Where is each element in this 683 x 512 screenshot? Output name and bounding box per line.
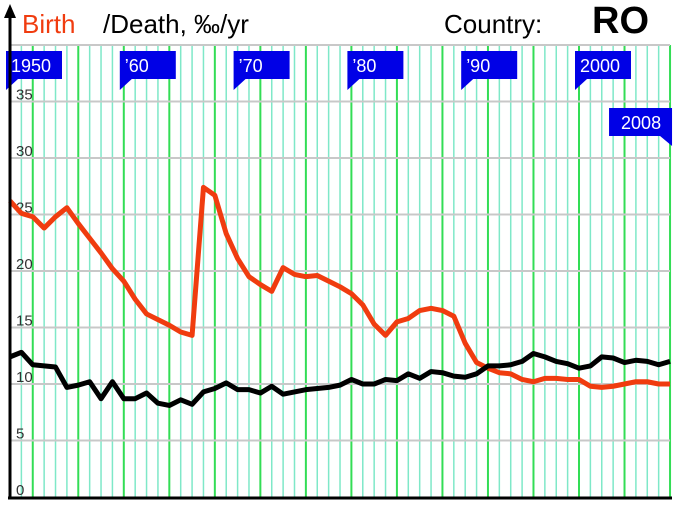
- y-tick-label: 20: [16, 256, 33, 273]
- end-year-flag-label: 2008: [621, 113, 661, 133]
- country-label: Country:: [444, 9, 542, 39]
- year-flag-label: 2000: [580, 56, 620, 76]
- title-death-unit: /Death, ‰/yr: [103, 9, 249, 39]
- y-tick-label: 5: [16, 426, 24, 443]
- year-flag-label: 1950: [11, 56, 51, 76]
- grid: [10, 44, 672, 497]
- year-flag-label: ’70: [239, 56, 263, 76]
- y-tick-label: 30: [16, 143, 33, 160]
- y-tick-label: 10: [16, 369, 33, 386]
- series-line-birth: [8, 184, 671, 390]
- y-tick-label: 15: [16, 313, 33, 330]
- title-birth: Birth: [22, 9, 75, 39]
- year-flag: 1950: [6, 51, 62, 90]
- country-code: RO: [592, 0, 649, 42]
- y-tick-label: 35: [16, 87, 33, 104]
- series-lines: [8, 184, 671, 408]
- y-tick-label: 0: [16, 482, 24, 499]
- year-flag: ’80: [347, 51, 404, 90]
- year-flag: ’60: [119, 51, 176, 90]
- end-year-flag: 2008: [609, 108, 673, 146]
- year-flag: ’70: [233, 51, 290, 90]
- series-line-death: [9, 349, 671, 408]
- year-flags: 1950 ’60 ’70 ’80 ’90 2000 2008: [6, 51, 673, 146]
- year-flag: 2000: [575, 51, 631, 90]
- year-flag: ’90: [461, 51, 518, 90]
- year-flag-label: ’90: [466, 56, 490, 76]
- year-flag-label: ’80: [352, 56, 376, 76]
- y-axis-arrow-icon: [4, 4, 16, 18]
- year-flag-label: ’60: [125, 56, 149, 76]
